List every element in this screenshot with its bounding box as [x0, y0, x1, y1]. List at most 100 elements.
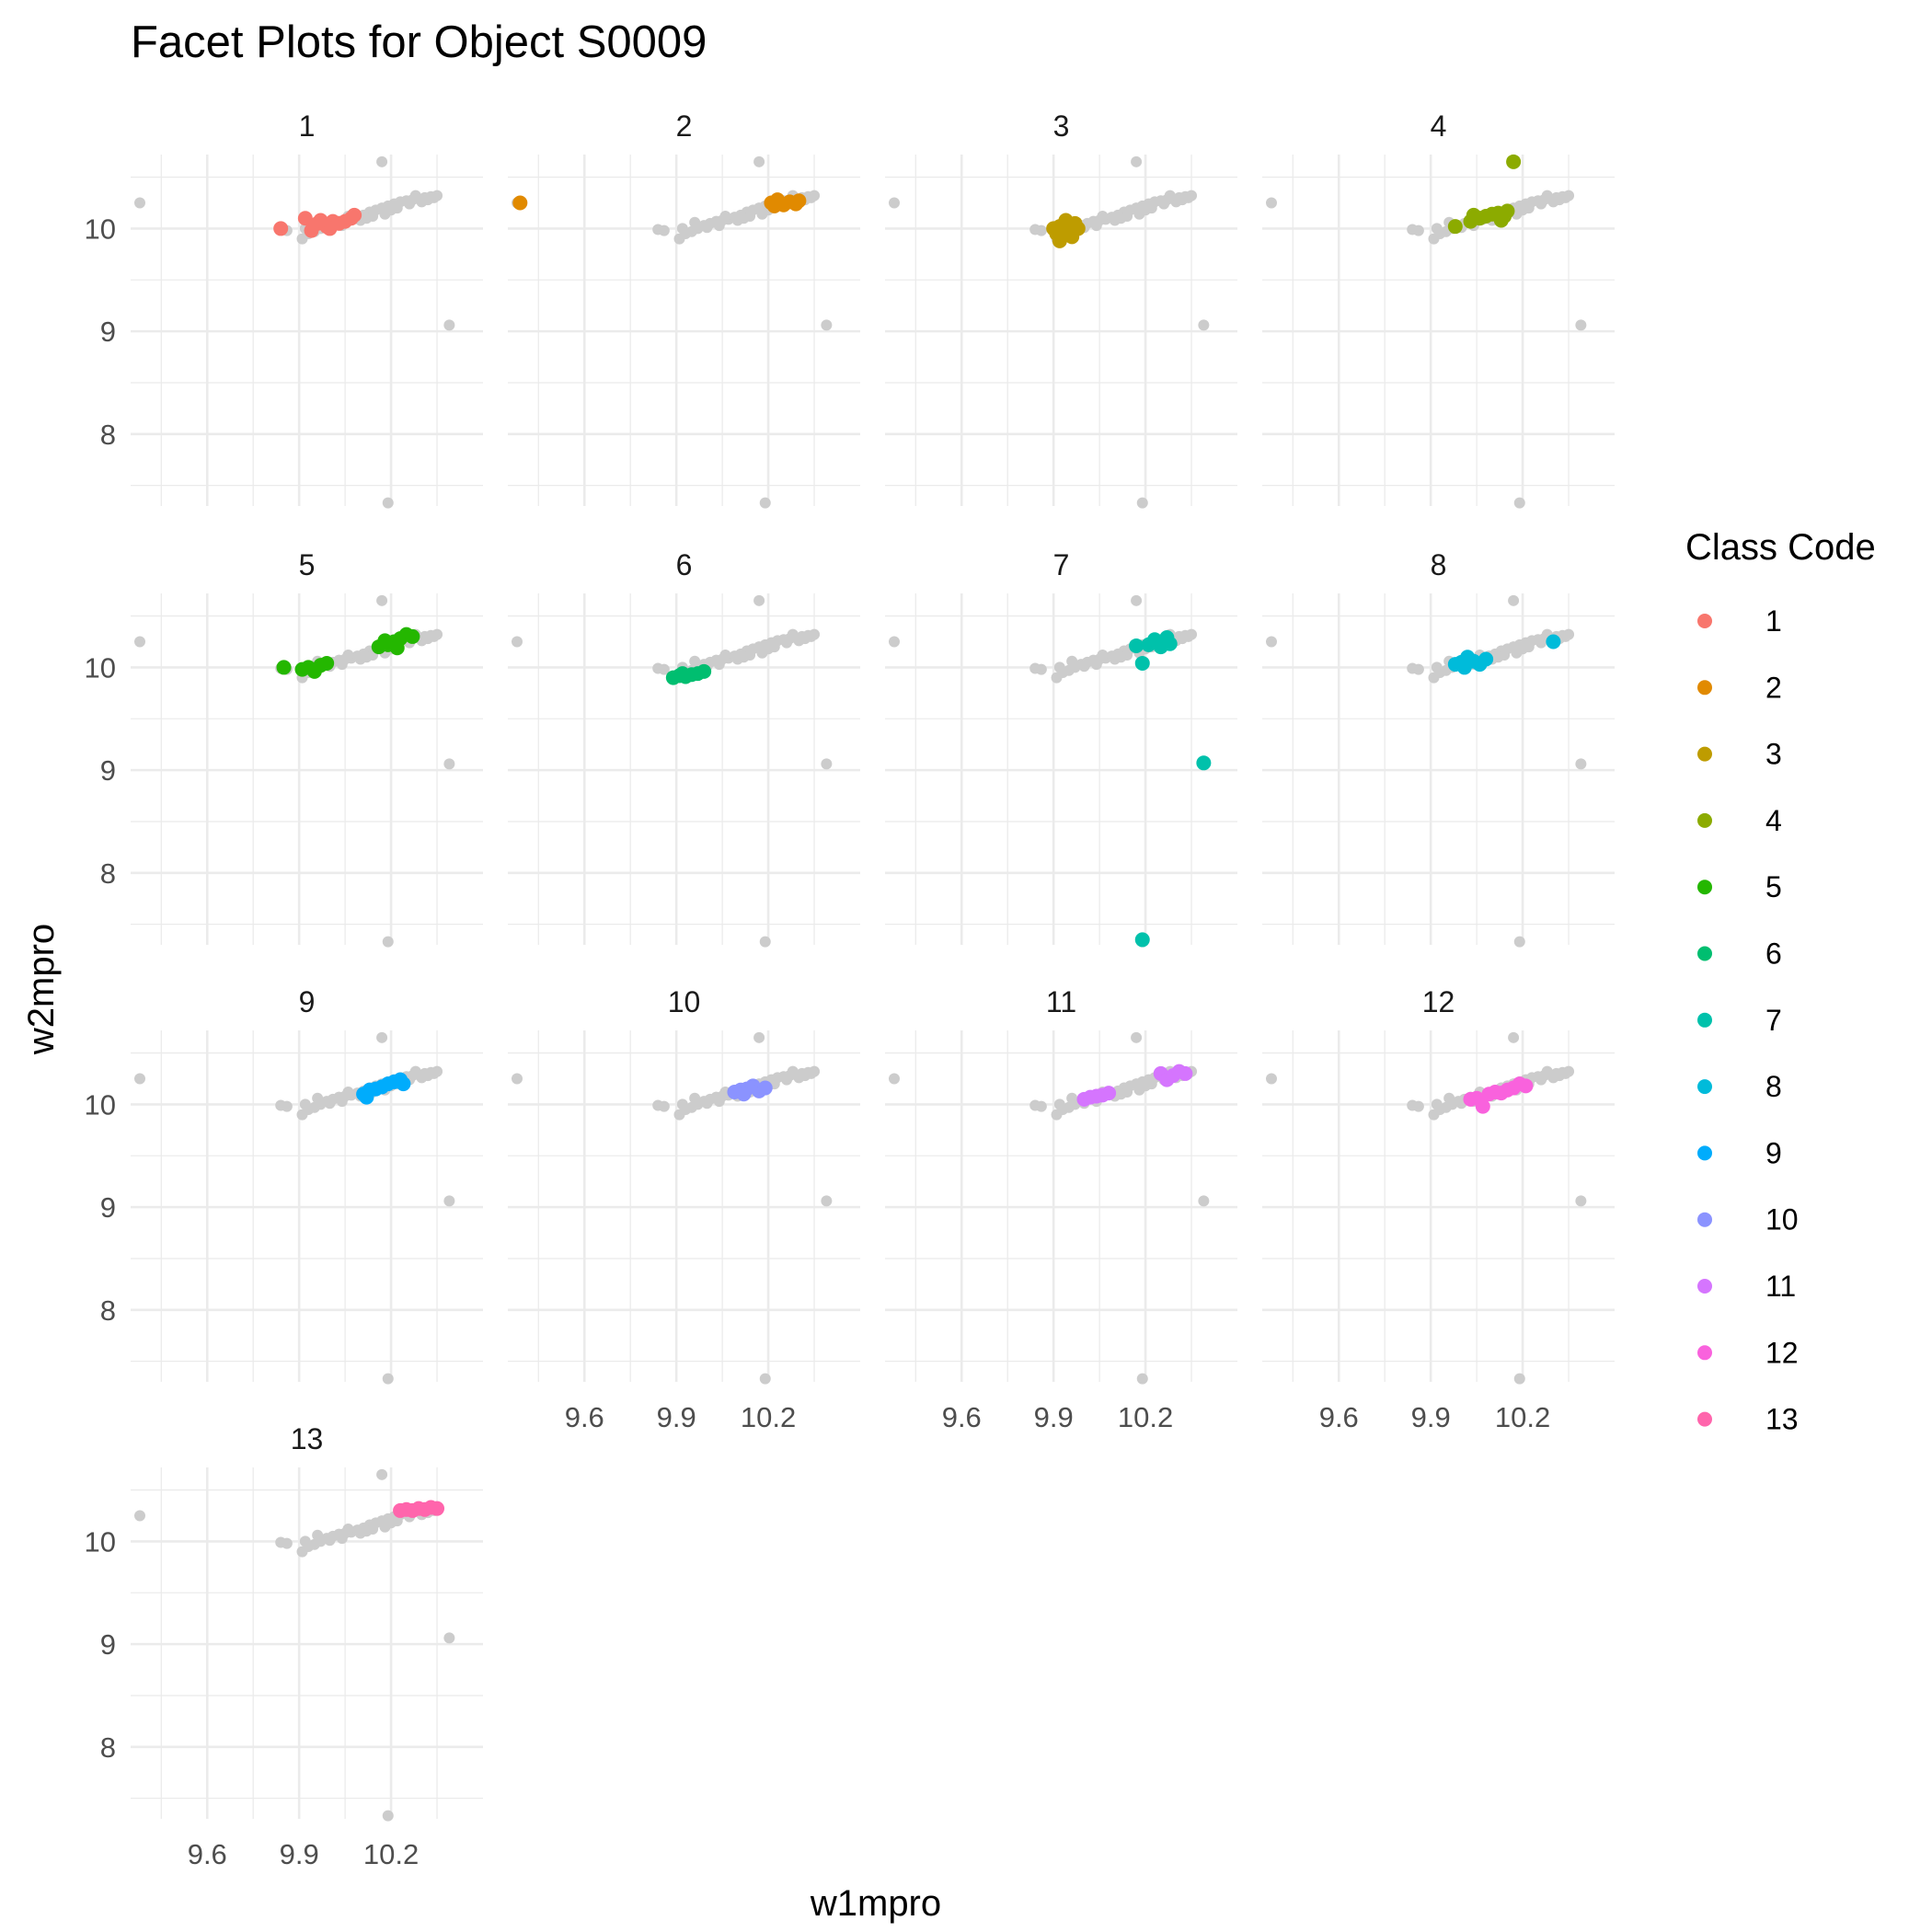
- facet-strip-label: 11: [1046, 985, 1076, 1018]
- background-point: [1575, 319, 1587, 331]
- background-point: [431, 628, 443, 640]
- legend-label-9: 9: [1765, 1136, 1782, 1169]
- legend-key-1: [1697, 614, 1712, 628]
- legend-item-12: 12: [1697, 1336, 1799, 1369]
- background-point: [382, 1373, 394, 1385]
- background-point: [1097, 211, 1109, 223]
- legend-label-13: 13: [1765, 1403, 1799, 1436]
- facet-strip-label: 4: [1431, 109, 1447, 143]
- background-point: [342, 650, 354, 661]
- facet-panel-7: 7: [885, 548, 1237, 948]
- legend-item-4: 4: [1697, 804, 1782, 837]
- data-point-class-5: [377, 633, 393, 649]
- background-point: [888, 197, 900, 209]
- background-point: [1431, 1098, 1443, 1110]
- background-point: [281, 1100, 293, 1112]
- legend-key-3: [1697, 746, 1712, 762]
- data-point-class-5: [319, 655, 335, 671]
- facet-panel-1: 1 8 9 10: [85, 109, 483, 509]
- legend-label-3: 3: [1765, 738, 1782, 771]
- background-point: [1090, 220, 1102, 232]
- background-point: [799, 1070, 811, 1082]
- legend-label-11: 11: [1765, 1270, 1796, 1303]
- facet-panel-6: 6: [508, 548, 860, 948]
- facet-strip-label: 2: [676, 109, 693, 143]
- facet-panel-9: 9 8 9 10: [85, 985, 483, 1385]
- background-point: [787, 1065, 799, 1077]
- background-point: [1035, 224, 1047, 236]
- background-point: [324, 1535, 336, 1547]
- legend-key-8: [1697, 1079, 1712, 1095]
- background-point: [1513, 497, 1525, 509]
- background-point: [1115, 213, 1127, 224]
- legend-label-10: 10: [1765, 1203, 1799, 1236]
- background-point: [299, 1535, 311, 1547]
- legend-label-6: 6: [1765, 937, 1782, 971]
- legend-key-4: [1697, 812, 1712, 828]
- legend-key-10: [1697, 1212, 1712, 1227]
- background-point: [821, 758, 833, 770]
- background-point: [1412, 224, 1424, 236]
- background-point: [409, 1065, 421, 1077]
- background-point: [1035, 1100, 1047, 1112]
- background-point: [1097, 650, 1109, 661]
- background-point: [281, 1537, 293, 1549]
- facet-panel-12: 12 9.6 9.9 10.2: [1262, 985, 1615, 1433]
- background-point: [1136, 1373, 1148, 1385]
- data-point-class-8: [1546, 634, 1561, 650]
- background-point: [1131, 1031, 1143, 1043]
- data-point-class-5: [276, 660, 292, 675]
- y-tick-label: 10: [85, 1525, 116, 1558]
- data-point-class-1: [297, 211, 313, 226]
- y-tick-label: 9: [100, 1191, 116, 1224]
- background-point: [759, 497, 771, 509]
- background-point: [1186, 190, 1198, 201]
- background-point: [1177, 194, 1189, 206]
- background-point: [443, 319, 455, 331]
- facet-panel-13: 13 8 9 10 9.6 9.9 10.2: [85, 1422, 483, 1870]
- x-tick-label: 10.2: [1118, 1401, 1173, 1433]
- background-point: [738, 651, 750, 663]
- background-point: [1090, 659, 1102, 671]
- x-tick-label: 9.9: [1411, 1401, 1451, 1433]
- background-point: [753, 155, 765, 167]
- background-point: [759, 936, 771, 948]
- facet-strip-label: 13: [291, 1422, 324, 1455]
- data-point-class-6: [674, 666, 690, 682]
- y-tick-label: 9: [100, 754, 116, 787]
- background-point: [713, 659, 725, 671]
- facet-strip-label: 5: [299, 548, 316, 581]
- background-point: [133, 636, 145, 648]
- background-point: [1517, 643, 1529, 655]
- background-point: [1265, 1073, 1277, 1085]
- background-point: [1131, 155, 1143, 167]
- background-point: [753, 594, 765, 606]
- background-point: [361, 1525, 373, 1537]
- background-point: [443, 1632, 455, 1644]
- background-point: [713, 220, 725, 232]
- data-point-class-2: [766, 198, 782, 213]
- legend-item-3: 3: [1697, 738, 1782, 771]
- background-point: [133, 1510, 145, 1522]
- x-tick-label: 9.9: [657, 1401, 696, 1433]
- legend-item-9: 9: [1697, 1136, 1782, 1169]
- background-point: [658, 1100, 670, 1112]
- background-point: [422, 194, 434, 206]
- data-point-class-9: [396, 1076, 411, 1092]
- legend-key-2: [1697, 680, 1712, 696]
- data-point-class-7: [1129, 638, 1144, 653]
- x-tick-label: 9.9: [280, 1838, 319, 1870]
- data-point-class-1: [273, 221, 289, 236]
- legend-label-5: 5: [1765, 870, 1782, 903]
- x-tick-label: 9.6: [1319, 1401, 1359, 1433]
- background-point: [1508, 1031, 1520, 1043]
- background-point: [361, 213, 373, 224]
- background-point: [376, 594, 388, 606]
- background-point: [1535, 637, 1547, 649]
- data-point-class-11: [1178, 1065, 1193, 1081]
- data-point-class-3: [1052, 219, 1067, 235]
- data-point-class-5: [405, 628, 420, 644]
- background-point: [1563, 190, 1575, 201]
- background-point: [1265, 197, 1277, 209]
- background-point: [1535, 198, 1547, 210]
